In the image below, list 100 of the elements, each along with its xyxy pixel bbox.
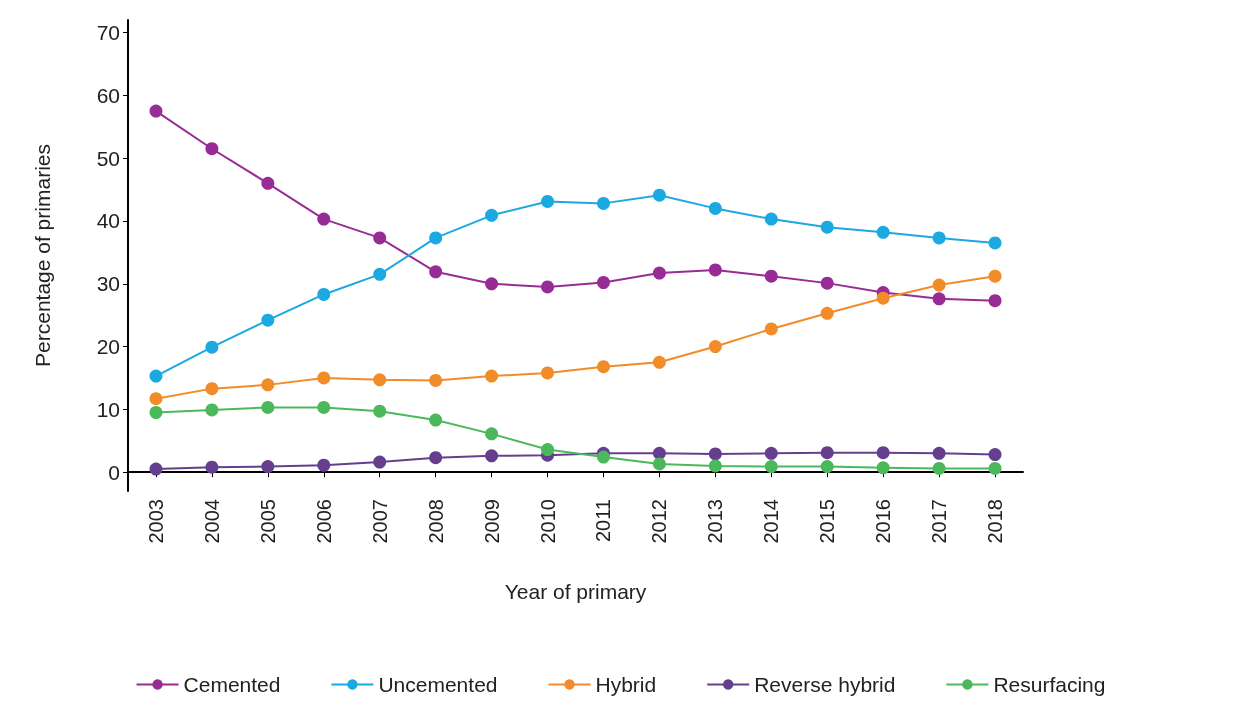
- point: [876, 225, 890, 239]
- point: [205, 340, 219, 354]
- point: [317, 287, 331, 301]
- point: [764, 446, 778, 460]
- point: [205, 403, 219, 417]
- point: [764, 460, 778, 473]
- point: [988, 461, 1002, 475]
- x-tick-label: 2017: [928, 499, 951, 544]
- x-tick-label: 2009: [480, 499, 503, 544]
- legend-label: Cemented: [183, 673, 281, 696]
- point: [876, 446, 890, 460]
- point: [317, 212, 331, 226]
- point: [652, 446, 666, 460]
- x-tick-label: 2006: [312, 499, 335, 544]
- point: [373, 404, 387, 418]
- legend-label: Resurfacing: [993, 673, 1106, 696]
- legend-label: Uncemented: [378, 673, 498, 696]
- point: [820, 276, 834, 290]
- y-tick-label: 50: [96, 146, 120, 170]
- point: [876, 291, 890, 305]
- point: [485, 449, 499, 463]
- point: [541, 280, 555, 294]
- point: [261, 460, 275, 473]
- point: [932, 292, 946, 306]
- x-tick-label: 2004: [200, 499, 223, 544]
- point: [820, 446, 834, 460]
- point: [373, 373, 387, 387]
- point: [373, 231, 387, 245]
- point: [820, 460, 834, 473]
- y-tick-label: 0: [108, 460, 120, 484]
- point: [429, 413, 443, 427]
- y-tick-label: 70: [96, 21, 120, 45]
- point: [932, 446, 946, 460]
- x-tick-label: 2010: [536, 499, 559, 544]
- point: [485, 369, 499, 383]
- x-tick-label: 2012: [648, 499, 671, 544]
- x-tick-label: 2016: [872, 499, 895, 544]
- point: [932, 461, 946, 475]
- point: [596, 360, 610, 374]
- y-tick-label: 20: [96, 335, 120, 359]
- point: [541, 366, 555, 380]
- point: [988, 448, 1002, 462]
- x-tick-label: 2007: [368, 499, 391, 544]
- point: [429, 451, 443, 465]
- point: [652, 266, 666, 280]
- point: [652, 188, 666, 202]
- point: [820, 306, 834, 320]
- point: [429, 265, 443, 279]
- point: [317, 400, 331, 414]
- point: [149, 104, 163, 118]
- point: [261, 378, 275, 392]
- legend-label: Reverse hybrid: [754, 673, 896, 696]
- point: [205, 382, 219, 396]
- x-tick-label: 2011: [592, 499, 615, 543]
- legend-label: Hybrid: [595, 673, 657, 696]
- y-tick-label: 60: [96, 83, 120, 107]
- x-tick-label: 2013: [704, 499, 727, 544]
- point: [429, 373, 443, 387]
- point: [708, 263, 722, 277]
- point: [205, 460, 219, 474]
- point: [988, 236, 1002, 250]
- x-tick-label: 2005: [256, 499, 279, 544]
- y-tick-label: 30: [96, 272, 120, 296]
- x-axis-title: Year of primary: [504, 580, 647, 603]
- point: [596, 450, 610, 464]
- point: [708, 459, 722, 473]
- x-tick-label: 2018: [984, 499, 1007, 544]
- point: [261, 313, 275, 327]
- point: [541, 195, 555, 208]
- point: [149, 406, 163, 419]
- point: [876, 461, 890, 475]
- point: [764, 322, 778, 336]
- point: [932, 278, 946, 292]
- y-tick-label: 10: [96, 397, 120, 421]
- point: [317, 458, 331, 472]
- point: [708, 340, 722, 354]
- point: [541, 443, 555, 457]
- point: [652, 355, 666, 369]
- point: [708, 447, 722, 461]
- point: [149, 369, 163, 383]
- point: [820, 220, 834, 234]
- point: [261, 176, 275, 190]
- point: [596, 196, 610, 210]
- x-tick-label: 2014: [760, 499, 783, 544]
- point: [988, 294, 1002, 308]
- point: [149, 462, 163, 476]
- point: [764, 212, 778, 226]
- point: [373, 455, 387, 469]
- point: [261, 400, 275, 414]
- point: [149, 392, 163, 406]
- point: [317, 371, 331, 385]
- point: [429, 231, 443, 245]
- point: [764, 269, 778, 283]
- y-axis-title: Percentage of primaries: [31, 144, 54, 367]
- y-tick-label: 40: [96, 209, 120, 233]
- point: [373, 267, 387, 281]
- point: [485, 427, 499, 441]
- x-tick-label: 2008: [424, 499, 447, 544]
- point: [205, 142, 219, 156]
- x-tick-label: 2003: [144, 499, 167, 544]
